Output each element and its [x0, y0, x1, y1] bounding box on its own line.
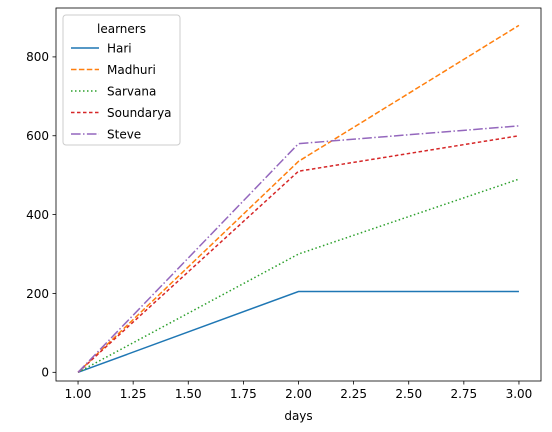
x-tick-label: 2.00: [285, 387, 312, 401]
y-tick-label: 0: [41, 366, 49, 380]
series-line-soundarya: [77, 135, 520, 373]
x-axis-label: days: [284, 409, 312, 423]
legend-title: learners: [97, 22, 146, 36]
x-tick-label: 2.50: [395, 387, 422, 401]
legend-label-madhuri: Madhuri: [107, 63, 156, 77]
x-tick-label: 3.00: [506, 387, 533, 401]
legend-label-sarvana: Sarvana: [107, 84, 156, 98]
series-lines: [77, 24, 520, 374]
legend-label-soundarya: Soundarya: [107, 106, 172, 120]
x-tick-label: 1.75: [230, 387, 257, 401]
series-line-madhuri: [77, 24, 520, 373]
x-tick-label: 1.50: [175, 387, 202, 401]
series-line-hari: [77, 290, 519, 374]
y-tick-label: 200: [26, 287, 49, 301]
y-tick-label: 400: [26, 208, 49, 222]
legend: learners Hari Madhuri Sarvana Soundarya Stev…: [62, 14, 181, 146]
legend-items: Hari Madhuri Sarvana Soundarya Steve: [71, 41, 172, 141]
y-tick-label: 800: [26, 50, 49, 64]
y-axis-ticks: 0 200 400 600 800: [26, 50, 56, 380]
x-tick-label: 1.25: [120, 387, 147, 401]
y-tick-label: 600: [26, 129, 49, 143]
series-line-sarvana: [77, 178, 520, 373]
x-tick-label: 2.75: [450, 387, 477, 401]
x-tick-label: 1.00: [65, 387, 92, 401]
x-axis-ticks: 1.00 1.25 1.50 1.75 2.00 2.25 2.50 2.75 3.00: [65, 381, 533, 401]
x-tick-label: 2.25: [340, 387, 367, 401]
legend-label-steve: Steve: [107, 127, 141, 141]
legend-label-hari: Hari: [107, 41, 132, 55]
series-line-steve: [77, 125, 520, 373]
